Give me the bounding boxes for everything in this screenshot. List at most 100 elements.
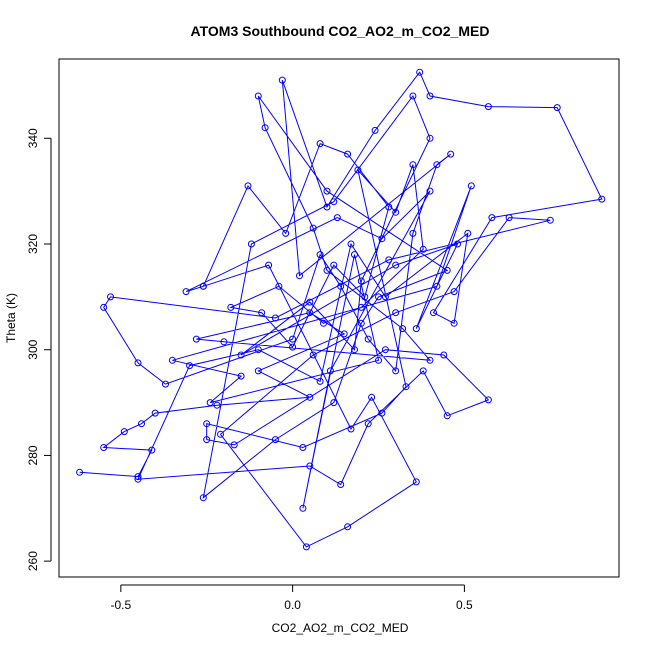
- data-point: [430, 309, 437, 317]
- data-point: [392, 261, 400, 269]
- data-point: [309, 224, 317, 232]
- data-point: [230, 441, 238, 449]
- data-point: [326, 367, 334, 375]
- data-point: [203, 420, 211, 428]
- data-point: [357, 303, 365, 311]
- data-point: [392, 208, 400, 216]
- data-point: [265, 261, 273, 269]
- data-point: [107, 293, 114, 301]
- y-tick-label: 260: [26, 551, 40, 571]
- data-point: [168, 356, 176, 364]
- data-point: [371, 126, 379, 134]
- y-axis-label: Theta (K): [4, 293, 18, 343]
- data-point: [148, 446, 156, 454]
- data-point: [447, 150, 455, 158]
- data-point: [340, 330, 348, 338]
- data-point: [302, 543, 310, 551]
- data-point: [162, 380, 169, 388]
- data-point: [484, 103, 492, 111]
- data-point: [192, 335, 200, 343]
- y-tick-label: 300: [26, 339, 40, 359]
- data-point: [199, 282, 207, 290]
- data-point: [138, 420, 145, 428]
- data-point: [375, 293, 382, 301]
- data-point: [278, 76, 286, 84]
- data-point: [450, 288, 458, 296]
- data-point: [426, 356, 434, 364]
- data-point: [426, 187, 434, 195]
- data-point: [151, 409, 159, 417]
- data-point: [426, 92, 434, 100]
- data-point: [199, 494, 207, 502]
- data-point: [134, 359, 142, 367]
- data-point: [402, 383, 410, 391]
- data-point: [306, 309, 314, 317]
- data-point: [354, 166, 362, 174]
- data-point: [323, 187, 331, 195]
- data-point: [100, 303, 108, 311]
- data-point: [316, 140, 324, 148]
- data-point: [237, 372, 245, 380]
- data-point: [299, 504, 307, 512]
- y-tick-label: 340: [26, 128, 40, 148]
- y-tick-label: 280: [26, 445, 40, 465]
- data-point: [337, 282, 345, 290]
- data-point: [378, 409, 386, 417]
- data-point: [419, 367, 427, 375]
- data-point: [381, 293, 389, 301]
- data-point: [505, 214, 513, 222]
- data-point: [289, 343, 297, 351]
- data-point: [306, 462, 314, 470]
- data-point: [306, 298, 314, 306]
- data-point: [412, 478, 420, 486]
- y-axis: 260 280 300 320 340: [26, 128, 52, 571]
- data-point: [120, 428, 128, 436]
- data-point: [186, 362, 194, 370]
- data-point: [306, 393, 314, 401]
- data-point: [275, 282, 283, 290]
- data-point: [299, 444, 307, 451]
- data-point: [227, 303, 235, 311]
- data-point: [330, 261, 338, 269]
- data-point: [392, 309, 400, 317]
- data-point: [316, 251, 324, 259]
- data-point: [443, 412, 451, 420]
- data-point: [546, 216, 554, 224]
- data-point: [206, 399, 214, 407]
- data-point: [361, 293, 369, 301]
- data-point: [351, 346, 358, 354]
- data-point: [409, 229, 417, 237]
- x-tick-label: 0.0: [284, 598, 301, 612]
- data-point: [254, 92, 262, 100]
- data-point: [316, 377, 324, 385]
- data-point: [333, 214, 341, 222]
- data-point: [271, 314, 279, 322]
- data-point: [433, 282, 441, 290]
- data-point: [454, 240, 461, 248]
- x-axis: -0.5 0.0 0.5: [110, 584, 473, 612]
- data-point: [289, 335, 297, 343]
- data-point: [488, 214, 496, 222]
- data-point: [203, 436, 211, 444]
- data-point: [598, 195, 606, 203]
- data-point: [182, 288, 190, 296]
- data-point: [399, 325, 407, 333]
- data-point: [357, 319, 365, 327]
- data-point: [378, 235, 386, 243]
- data-point: [392, 367, 400, 375]
- data-point: [357, 277, 365, 285]
- data-point: [258, 309, 266, 317]
- y-tick-label: 320: [26, 234, 40, 254]
- data-point: [385, 203, 393, 211]
- x-tick-label: -0.5: [110, 598, 131, 612]
- data-point: [282, 229, 290, 237]
- data-point: [351, 251, 358, 259]
- data-point: [344, 150, 352, 158]
- data-point: [100, 444, 108, 451]
- data-point: [330, 399, 338, 407]
- chart-title: ATOM3 Southbound CO2_AO2_m_CO2_MED: [191, 23, 490, 39]
- data-point: [464, 229, 472, 237]
- data-point: [412, 325, 420, 333]
- data-point: [381, 346, 389, 354]
- data-point: [296, 272, 303, 280]
